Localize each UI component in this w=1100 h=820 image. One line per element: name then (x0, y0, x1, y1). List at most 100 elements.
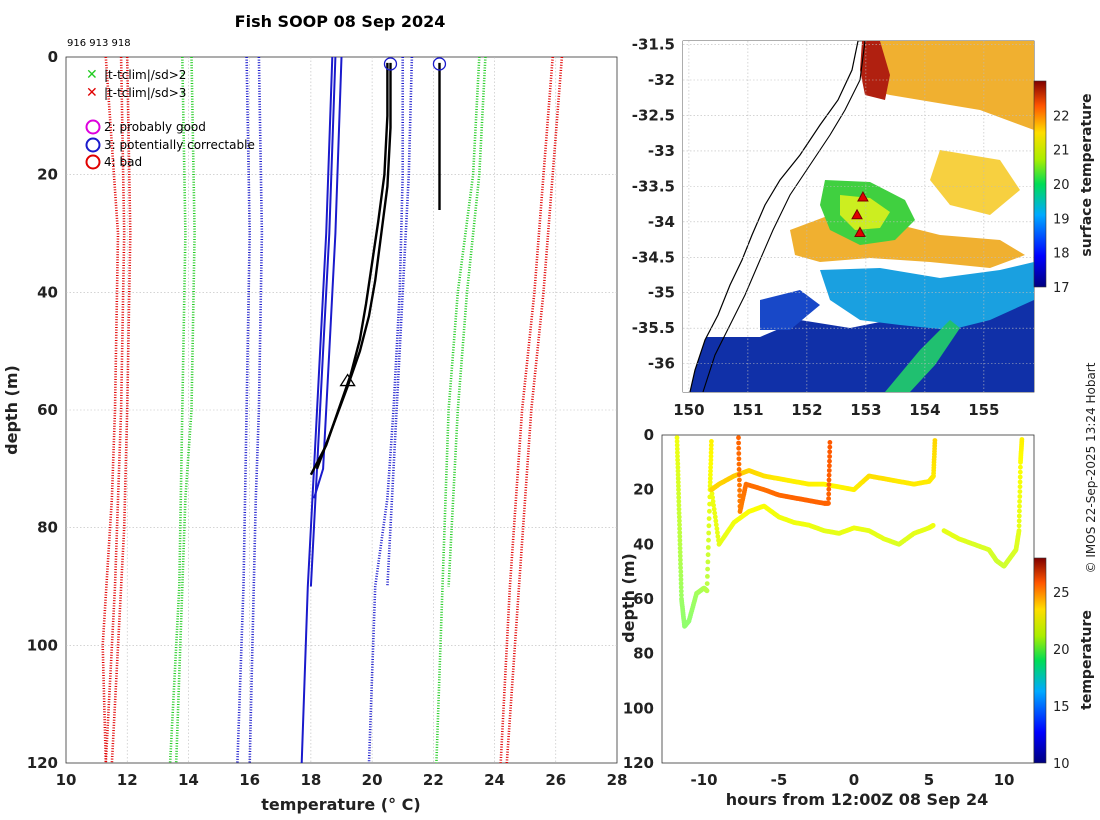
dt-point (710, 499, 716, 504)
dt-point (676, 483, 681, 489)
legend-o-red-icon (85, 154, 101, 170)
dt-point (676, 499, 682, 504)
marker-profile-end-triangle (339, 373, 356, 387)
dt-series-track-d (736, 435, 833, 514)
legend: ✕ |t-tclim|/sd>2 ✕ |t-tclim|/sd>3 2: pro… (85, 67, 255, 170)
dt-point (715, 530, 720, 535)
map-profile-marker (851, 208, 863, 220)
dt-point (705, 574, 710, 579)
dt-point (677, 553, 683, 559)
dt-point (1017, 474, 1023, 480)
legend-o-magenta-label: 2: probably good (104, 120, 206, 134)
dt-point (707, 479, 713, 485)
sst-ec-current (862, 41, 1034, 130)
map-lon-label: 152 (791, 401, 822, 419)
dt-point (826, 491, 832, 497)
legend-x-red-label: |t-tclim|/sd>3 (104, 86, 186, 100)
dt-y-tick-label: 120 (623, 754, 654, 772)
sst-colorbar-tick: 21 (1053, 144, 1070, 159)
dt-point (737, 488, 742, 493)
x-tick-label: 16 (239, 771, 260, 789)
dt-point (676, 506, 682, 512)
dt-y-tick-label: 80 (633, 645, 654, 663)
profile-x-label: temperature (° C) (261, 795, 420, 814)
dt-point (676, 491, 681, 496)
dt-point (674, 439, 680, 444)
map-lat-label: -35.5 (632, 319, 675, 337)
profile-plot-series (101, 57, 564, 763)
dt-point (675, 479, 681, 485)
dt-point (675, 476, 681, 481)
sst-map-field (683, 41, 1034, 392)
sst-colorbar-tick: 18 (1053, 247, 1070, 262)
dt-point (675, 457, 680, 463)
dt-point (677, 534, 683, 539)
dt-point (675, 468, 681, 474)
land-mask (683, 41, 858, 392)
dt-point (1016, 528, 1022, 534)
dt-point (1016, 518, 1022, 524)
dt-point (712, 510, 718, 516)
dt-point (711, 502, 716, 508)
dt-point (930, 523, 936, 528)
map-lat-label: -32.5 (632, 106, 675, 124)
sst-map-ticks: 150 151 152 153 154 155 -31.5 -32 -32.5 -33 -33.5 -… (632, 36, 1000, 419)
sst-colorbar-tick: 22 (1053, 109, 1070, 124)
x-tick-label: 28 (607, 771, 628, 789)
dt-point (676, 502, 682, 508)
x-tick-label: 20 (362, 771, 383, 789)
dt-point (674, 446, 680, 452)
dt-point (677, 549, 683, 555)
dt-point (1019, 437, 1025, 442)
temperature-colorbar-label: temperature (1079, 610, 1095, 710)
dt-point (707, 476, 713, 481)
dt-point (706, 516, 712, 521)
sst-cold-south (683, 268, 1034, 392)
series-clim-blue-solid-c (313, 57, 343, 499)
series-clim-blue-right-b (386, 57, 414, 587)
dt-point (711, 506, 717, 512)
dt-point (677, 530, 683, 535)
dt-point (678, 577, 684, 582)
dt-point (678, 588, 684, 594)
map-lat-label: -35 (648, 284, 675, 302)
dt-point (1018, 464, 1023, 470)
sst-cool-patch-left (760, 290, 820, 330)
map-lat-label: -31.5 (632, 36, 675, 54)
dt-point (678, 584, 684, 590)
temperature-colorbar-ticks: 10 15 20 25 (1053, 586, 1070, 772)
dt-point (712, 514, 718, 520)
dt-y-tick-label: 40 (633, 535, 654, 553)
dt-point (706, 530, 712, 536)
dt-point (708, 446, 714, 452)
dt-point (736, 461, 742, 467)
x-tick-label: 22 (423, 771, 444, 789)
dt-point (704, 588, 710, 594)
dt-point (679, 592, 684, 598)
map-lon-label: 154 (909, 401, 940, 419)
marker-surface-flag-913 (383, 57, 398, 71)
series-clim-blue-left-a (236, 57, 252, 763)
sst-warm-patch-east (930, 150, 1020, 215)
dt-point (736, 445, 742, 451)
y-tick-label: 40 (37, 283, 58, 301)
dt-point (1017, 479, 1023, 485)
dt-point (1017, 469, 1023, 475)
dt-point (678, 561, 683, 567)
sst-colorbar-tick: 20 (1053, 178, 1070, 193)
series-clim-red-left-a (101, 57, 120, 763)
dt-point (708, 453, 714, 459)
series-clim-red-left-b (104, 57, 126, 763)
dt-point (675, 465, 681, 470)
dt-point (826, 482, 832, 487)
dt-point (932, 438, 938, 443)
temperature-colorbar-tick: 15 (1053, 700, 1070, 715)
dt-point (826, 500, 831, 506)
figure-title: Fish SOOP 08 Sep 2024 (235, 12, 446, 31)
dt-x-tick-label: -5 (771, 771, 788, 789)
dt-point (736, 472, 742, 477)
series-clim-blue-solid-a (300, 57, 334, 763)
dt-point (736, 467, 742, 472)
y-tick-label: 80 (37, 519, 58, 537)
